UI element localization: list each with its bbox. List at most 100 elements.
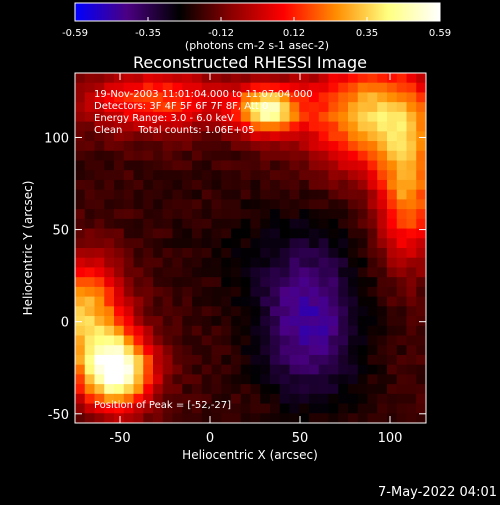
heatmap-cell xyxy=(143,277,154,288)
heatmap-cell xyxy=(406,73,417,84)
heatmap-cell xyxy=(309,325,320,336)
heatmap-cell xyxy=(143,374,154,385)
heatmap-cell xyxy=(279,325,290,336)
heatmap-cell xyxy=(270,92,281,103)
heatmap-cell xyxy=(211,131,222,142)
heatmap-cell xyxy=(172,316,183,327)
heatmap-cell xyxy=(75,257,86,268)
heatmap-cell xyxy=(211,73,222,84)
heatmap-cell xyxy=(318,306,329,317)
heatmap-cell xyxy=(416,218,427,230)
heatmap-cell xyxy=(192,345,203,356)
heatmap-cell xyxy=(231,179,242,191)
heatmap-cell xyxy=(143,73,154,84)
heatmap-cell xyxy=(75,131,86,142)
heatmap-cell xyxy=(162,141,173,152)
heatmap-cell xyxy=(211,384,222,395)
heatmap-cell xyxy=(279,296,290,307)
heatmap-cell xyxy=(211,345,222,356)
heatmap-cell xyxy=(309,316,320,327)
heatmap-cell xyxy=(104,364,115,375)
heatmap-cell xyxy=(406,364,417,375)
heatmap-cell xyxy=(231,277,242,288)
heatmap-cell xyxy=(94,257,105,268)
heatmap-cell xyxy=(133,170,144,181)
heatmap-cell xyxy=(153,277,164,288)
heatmap-cell xyxy=(153,238,164,249)
heatmap-cell xyxy=(377,160,388,171)
heatmap-cell xyxy=(94,403,105,414)
heatmap-cell xyxy=(270,393,281,405)
heatmap-cell xyxy=(94,179,105,191)
heatmap-cell xyxy=(143,160,154,171)
heatmap-cell xyxy=(299,111,310,123)
heatmap-cell xyxy=(279,111,290,123)
heatmap-cell xyxy=(143,209,154,220)
heatmap-cell xyxy=(84,306,95,317)
heatmap-cell xyxy=(309,403,320,414)
heatmap-cell xyxy=(104,257,115,268)
heatmap-cell xyxy=(396,189,407,200)
heatmap-cell xyxy=(260,73,271,84)
heatmap-cell xyxy=(182,403,193,414)
heatmap-cell xyxy=(377,111,388,123)
heatmap-cell xyxy=(133,364,144,375)
heatmap-cell xyxy=(406,277,417,288)
heatmap-cell xyxy=(270,170,281,181)
heatmap-cell xyxy=(143,267,154,278)
heatmap-cell xyxy=(416,73,427,84)
heatmap-cell xyxy=(357,111,368,123)
heatmap-cell xyxy=(133,345,144,356)
heatmap-cell xyxy=(348,170,359,181)
heatmap-cell xyxy=(240,306,251,317)
heatmap-cell xyxy=(133,218,144,230)
heatmap-cell xyxy=(270,209,281,220)
heatmap-cell xyxy=(162,121,173,132)
heatmap-cell xyxy=(299,296,310,307)
heatmap-cell xyxy=(357,160,368,171)
heatmap-cell xyxy=(172,228,183,239)
heatmap-cell xyxy=(182,335,193,346)
heatmap-cell xyxy=(104,160,115,171)
heatmap-cell xyxy=(123,335,134,346)
heatmap-cell xyxy=(348,160,359,171)
heatmap-cell xyxy=(260,354,271,366)
heatmap-cell xyxy=(114,73,125,84)
heatmap-cell xyxy=(192,267,203,278)
heatmap-cell xyxy=(289,131,300,142)
heatmap-cell xyxy=(309,102,320,113)
heatmap-cell xyxy=(172,277,183,288)
heatmap-cell xyxy=(328,150,339,161)
heatmap-cell xyxy=(231,374,242,385)
heatmap-cell xyxy=(201,316,212,327)
heatmap-cell xyxy=(133,316,144,327)
heatmap-cell xyxy=(396,199,407,210)
heatmap-cell xyxy=(221,374,232,385)
heatmap-cell xyxy=(396,150,407,161)
heatmap-cell xyxy=(133,393,144,405)
heatmap-cell xyxy=(221,121,232,132)
heatmap-cell xyxy=(289,306,300,317)
heatmap-cell xyxy=(270,228,281,239)
heatmap-cell xyxy=(201,286,212,298)
heatmap-cell xyxy=(250,335,261,346)
heatmap-cell xyxy=(299,189,310,200)
heatmap-cell xyxy=(192,189,203,200)
heatmap-cell xyxy=(416,238,427,249)
heatmap-cell xyxy=(221,393,232,405)
heatmap-cell xyxy=(416,306,427,317)
heatmap-cell xyxy=(250,384,261,395)
heatmap-cell xyxy=(123,111,134,123)
heatmap-cell xyxy=(260,345,271,356)
heatmap-cell xyxy=(153,286,164,298)
heatmap-cell xyxy=(338,277,349,288)
heatmap-cell xyxy=(84,413,95,424)
heatmap-cell xyxy=(211,335,222,346)
heatmap-cell xyxy=(182,413,193,424)
heatmap-cell xyxy=(328,121,339,132)
heatmap-cell xyxy=(357,384,368,395)
heatmap-cell xyxy=(270,286,281,298)
heatmap-cell xyxy=(104,335,115,346)
heatmap-cell xyxy=(396,238,407,249)
